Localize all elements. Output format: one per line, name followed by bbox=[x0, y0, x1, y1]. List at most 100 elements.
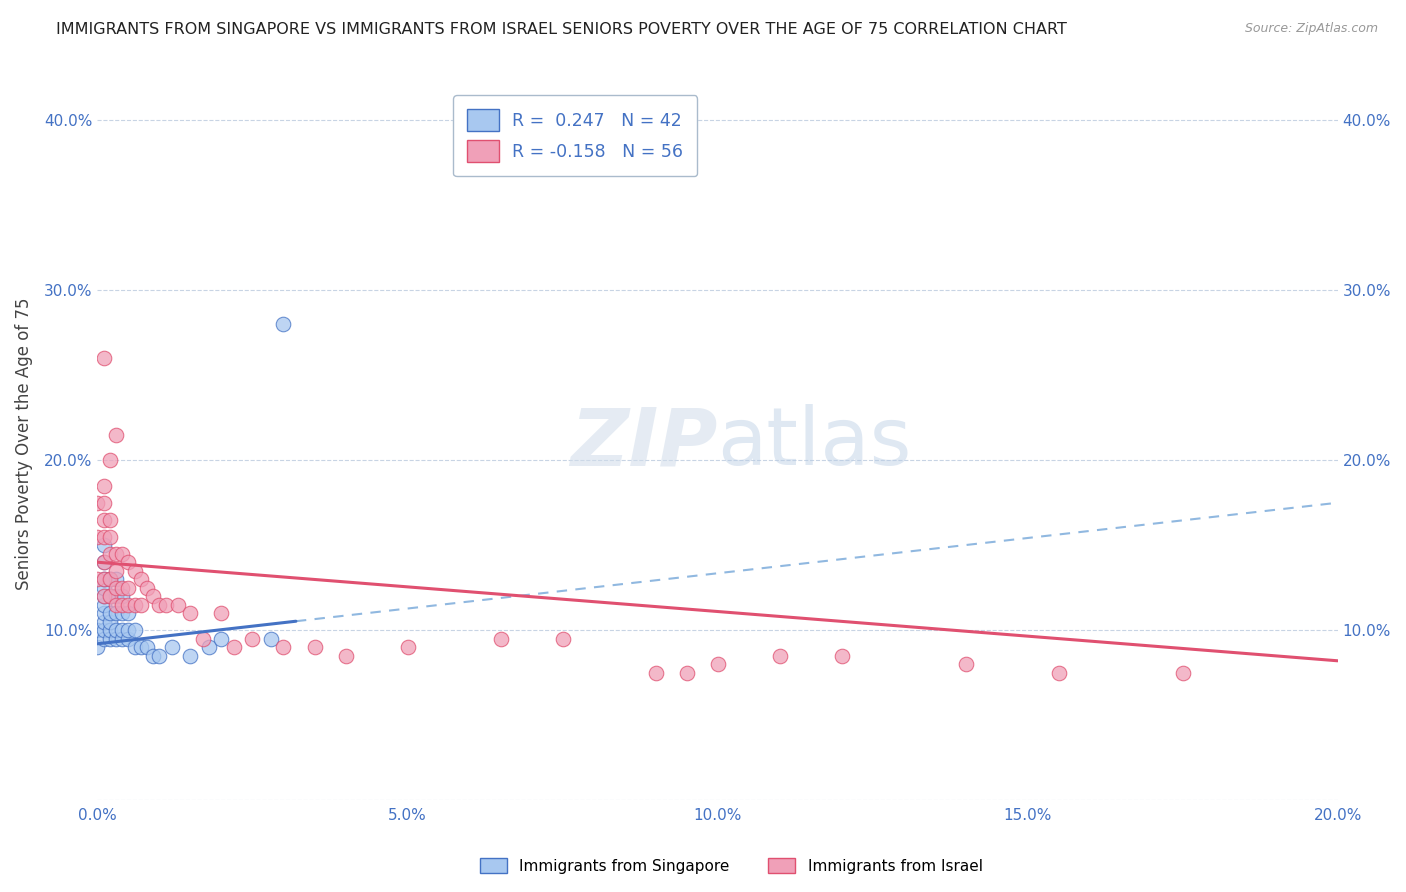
Point bbox=[86, 623, 108, 637]
Point bbox=[98, 623, 121, 637]
Point bbox=[93, 581, 115, 595]
Point bbox=[335, 648, 357, 663]
Point bbox=[93, 589, 115, 603]
Point bbox=[93, 538, 115, 552]
Point bbox=[1047, 665, 1070, 680]
Point bbox=[148, 648, 170, 663]
Point bbox=[675, 665, 697, 680]
Point bbox=[111, 632, 134, 646]
Point bbox=[105, 572, 128, 586]
Point bbox=[111, 589, 134, 603]
Point bbox=[136, 640, 159, 655]
Point bbox=[117, 581, 139, 595]
Point bbox=[117, 555, 139, 569]
Point bbox=[105, 427, 128, 442]
Point bbox=[489, 632, 512, 646]
Legend: Immigrants from Singapore, Immigrants from Israel: Immigrants from Singapore, Immigrants fr… bbox=[474, 852, 988, 880]
Point bbox=[98, 606, 121, 620]
Point bbox=[242, 632, 264, 646]
Text: atlas: atlas bbox=[717, 404, 912, 483]
Point bbox=[98, 513, 121, 527]
Point bbox=[86, 496, 108, 510]
Point bbox=[117, 623, 139, 637]
Point bbox=[955, 657, 977, 672]
Point bbox=[260, 632, 283, 646]
Text: ZIP: ZIP bbox=[571, 404, 717, 483]
Point bbox=[211, 606, 233, 620]
Point bbox=[98, 453, 121, 467]
Point bbox=[98, 530, 121, 544]
Point bbox=[93, 496, 115, 510]
Point bbox=[129, 572, 152, 586]
Point bbox=[93, 572, 115, 586]
Point bbox=[105, 598, 128, 612]
Point bbox=[111, 606, 134, 620]
Point bbox=[644, 665, 666, 680]
Point bbox=[105, 623, 128, 637]
Point bbox=[93, 351, 115, 366]
Point bbox=[93, 623, 115, 637]
Point bbox=[86, 572, 108, 586]
Point bbox=[93, 530, 115, 544]
Point bbox=[211, 632, 233, 646]
Point bbox=[706, 657, 728, 672]
Point bbox=[105, 547, 128, 561]
Point bbox=[167, 598, 190, 612]
Point bbox=[768, 648, 790, 663]
Point bbox=[142, 589, 165, 603]
Point bbox=[93, 615, 115, 629]
Point bbox=[124, 564, 146, 578]
Point bbox=[198, 640, 221, 655]
Point bbox=[179, 648, 201, 663]
Text: Source: ZipAtlas.com: Source: ZipAtlas.com bbox=[1244, 22, 1378, 36]
Point bbox=[98, 572, 121, 586]
Point bbox=[124, 623, 146, 637]
Point bbox=[105, 589, 128, 603]
Point bbox=[148, 598, 170, 612]
Point bbox=[117, 606, 139, 620]
Text: IMMIGRANTS FROM SINGAPORE VS IMMIGRANTS FROM ISRAEL SENIORS POVERTY OVER THE AGE: IMMIGRANTS FROM SINGAPORE VS IMMIGRANTS … bbox=[56, 22, 1067, 37]
Legend: R =  0.247   N = 42, R = -0.158   N = 56: R = 0.247 N = 42, R = -0.158 N = 56 bbox=[453, 95, 697, 176]
Point bbox=[273, 640, 295, 655]
Point bbox=[93, 479, 115, 493]
Point bbox=[117, 598, 139, 612]
Point bbox=[105, 564, 128, 578]
Point bbox=[111, 581, 134, 595]
Point bbox=[304, 640, 326, 655]
Point bbox=[98, 572, 121, 586]
Point bbox=[105, 581, 128, 595]
Point bbox=[86, 530, 108, 544]
Point bbox=[117, 632, 139, 646]
Point bbox=[105, 606, 128, 620]
Point bbox=[93, 606, 115, 620]
Point bbox=[93, 555, 115, 569]
Point bbox=[396, 640, 419, 655]
Point bbox=[129, 598, 152, 612]
Y-axis label: Seniors Poverty Over the Age of 75: Seniors Poverty Over the Age of 75 bbox=[15, 297, 32, 590]
Point bbox=[111, 598, 134, 612]
Point bbox=[222, 640, 245, 655]
Point bbox=[93, 513, 115, 527]
Point bbox=[111, 547, 134, 561]
Point bbox=[142, 648, 165, 663]
Point bbox=[98, 589, 121, 603]
Point bbox=[124, 640, 146, 655]
Point bbox=[124, 598, 146, 612]
Point bbox=[551, 632, 574, 646]
Point bbox=[273, 318, 295, 332]
Point bbox=[105, 632, 128, 646]
Point bbox=[831, 648, 853, 663]
Point bbox=[1171, 665, 1194, 680]
Point bbox=[136, 581, 159, 595]
Point bbox=[86, 640, 108, 655]
Point bbox=[191, 632, 214, 646]
Point bbox=[155, 598, 177, 612]
Point bbox=[93, 555, 115, 569]
Point bbox=[93, 598, 115, 612]
Point bbox=[93, 632, 115, 646]
Point bbox=[111, 623, 134, 637]
Point bbox=[129, 640, 152, 655]
Point bbox=[160, 640, 183, 655]
Point bbox=[93, 572, 115, 586]
Point bbox=[98, 589, 121, 603]
